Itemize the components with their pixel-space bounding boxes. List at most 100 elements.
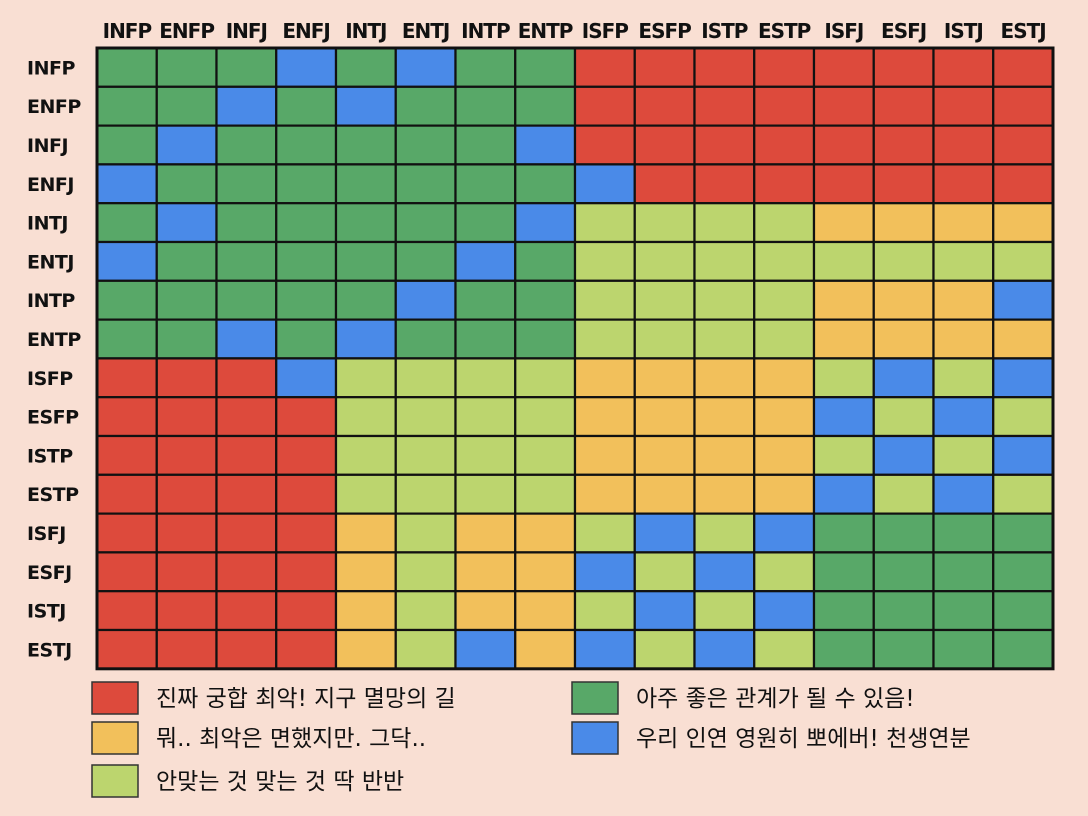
heatmap-cell: [95, 512, 158, 554]
heatmap-cell: [633, 85, 696, 127]
heatmap-cell: [155, 628, 218, 670]
heatmap-cell: [812, 590, 875, 632]
heatmap-cell: [753, 85, 816, 127]
heatmap-cell: [753, 628, 816, 670]
heatmap-cell: [454, 124, 517, 166]
heatmap-cell: [334, 628, 397, 670]
heatmap-cell: [275, 396, 338, 438]
heatmap-cell: [275, 628, 338, 670]
column-label: ESTP: [758, 19, 811, 43]
heatmap-cell: [693, 318, 756, 360]
heatmap-cell: [155, 512, 218, 554]
heatmap-cell: [693, 124, 756, 166]
heatmap-cell: [872, 357, 935, 399]
heatmap-cell: [95, 590, 158, 632]
heatmap-cell: [394, 551, 457, 593]
heatmap-cell: [633, 628, 696, 670]
heatmap-cell: [95, 124, 158, 166]
legend-item: 안맞는 것 맞는 것 딱 반반: [91, 764, 404, 798]
heatmap-cell: [753, 512, 816, 554]
heatmap-cell: [573, 628, 636, 670]
legend-label: 진짜 궁합 최악! 지구 멸망의 길: [156, 686, 456, 712]
heatmap-cell: [573, 590, 636, 632]
heatmap-cell: [932, 551, 995, 593]
heatmap-cell: [872, 240, 935, 282]
column-label: ESFP: [638, 19, 691, 43]
heatmap-cell: [753, 163, 816, 205]
heatmap-cell: [334, 396, 397, 438]
heatmap-cell: [633, 46, 696, 88]
heatmap-cell: [454, 46, 517, 88]
heatmap-cell: [872, 279, 935, 321]
heatmap-cell: [334, 85, 397, 127]
heatmap-cell: [753, 434, 816, 476]
heatmap-cell: [215, 357, 278, 399]
heatmap-cell: [215, 473, 278, 515]
heatmap-cell: [693, 434, 756, 476]
heatmap-cell: [394, 434, 457, 476]
heatmap-cell: [514, 163, 577, 205]
row-label: ENTP: [27, 329, 81, 351]
row-label: ENFP: [27, 96, 81, 118]
heatmap-cell: [992, 124, 1055, 166]
heatmap-cell: [95, 163, 158, 205]
heatmap-cell: [573, 85, 636, 127]
heatmap-cell: [334, 512, 397, 554]
heatmap-cell: [573, 473, 636, 515]
heatmap-cell: [753, 590, 816, 632]
heatmap-cell: [992, 240, 1055, 282]
heatmap-cell: [753, 357, 816, 399]
heatmap-cell: [573, 124, 636, 166]
heatmap-cell: [275, 124, 338, 166]
heatmap-cell: [753, 318, 816, 360]
heatmap-cell: [215, 396, 278, 438]
row-label: ESTP: [27, 484, 79, 506]
heatmap-cell: [275, 357, 338, 399]
heatmap-cell: [275, 551, 338, 593]
heatmap-cell: [155, 46, 218, 88]
row-label: ISFP: [27, 368, 73, 390]
column-label: ENTP: [518, 19, 573, 43]
legend-item: 진짜 궁합 최악! 지구 멸망의 길: [91, 681, 456, 715]
heatmap-cell: [334, 46, 397, 88]
heatmap-cell: [932, 473, 995, 515]
heatmap-cell: [394, 590, 457, 632]
heatmap-cell: [514, 396, 577, 438]
heatmap-cell: [693, 85, 756, 127]
heatmap-cell: [932, 240, 995, 282]
heatmap-cell: [394, 396, 457, 438]
heatmap-cell: [275, 202, 338, 244]
legend-swatch: [91, 764, 139, 798]
heatmap-cell: [992, 279, 1055, 321]
legend-swatch: [91, 681, 139, 715]
heatmap-cell: [454, 357, 517, 399]
column-label: INTJ: [345, 19, 386, 43]
row-label: ESTJ: [27, 639, 72, 661]
heatmap-cell: [932, 590, 995, 632]
heatmap-cell: [275, 279, 338, 321]
heatmap-cell: [932, 357, 995, 399]
heatmap-cell: [573, 46, 636, 88]
column-label: ISTP: [701, 19, 747, 43]
heatmap-cell: [275, 240, 338, 282]
heatmap-cell: [95, 46, 158, 88]
heatmap-cell: [872, 202, 935, 244]
heatmap-cell: [275, 85, 338, 127]
heatmap-cell: [812, 434, 875, 476]
legend-item: 뭐.. 최악은 면했지만. 그닥..: [91, 721, 426, 755]
heatmap-cell: [334, 434, 397, 476]
heatmap-cell: [334, 551, 397, 593]
grid-border: [95, 46, 1055, 671]
heatmap-cell: [215, 551, 278, 593]
heatmap-cell: [95, 551, 158, 593]
heatmap-cell: [95, 628, 158, 670]
heatmap-cell: [514, 434, 577, 476]
heatmap-cell: [454, 434, 517, 476]
heatmap-cell: [633, 590, 696, 632]
heatmap-cell: [394, 628, 457, 670]
heatmap-cell: [454, 628, 517, 670]
heatmap-cell: [95, 434, 158, 476]
heatmap-cell: [514, 46, 577, 88]
heatmap-cell: [693, 512, 756, 554]
